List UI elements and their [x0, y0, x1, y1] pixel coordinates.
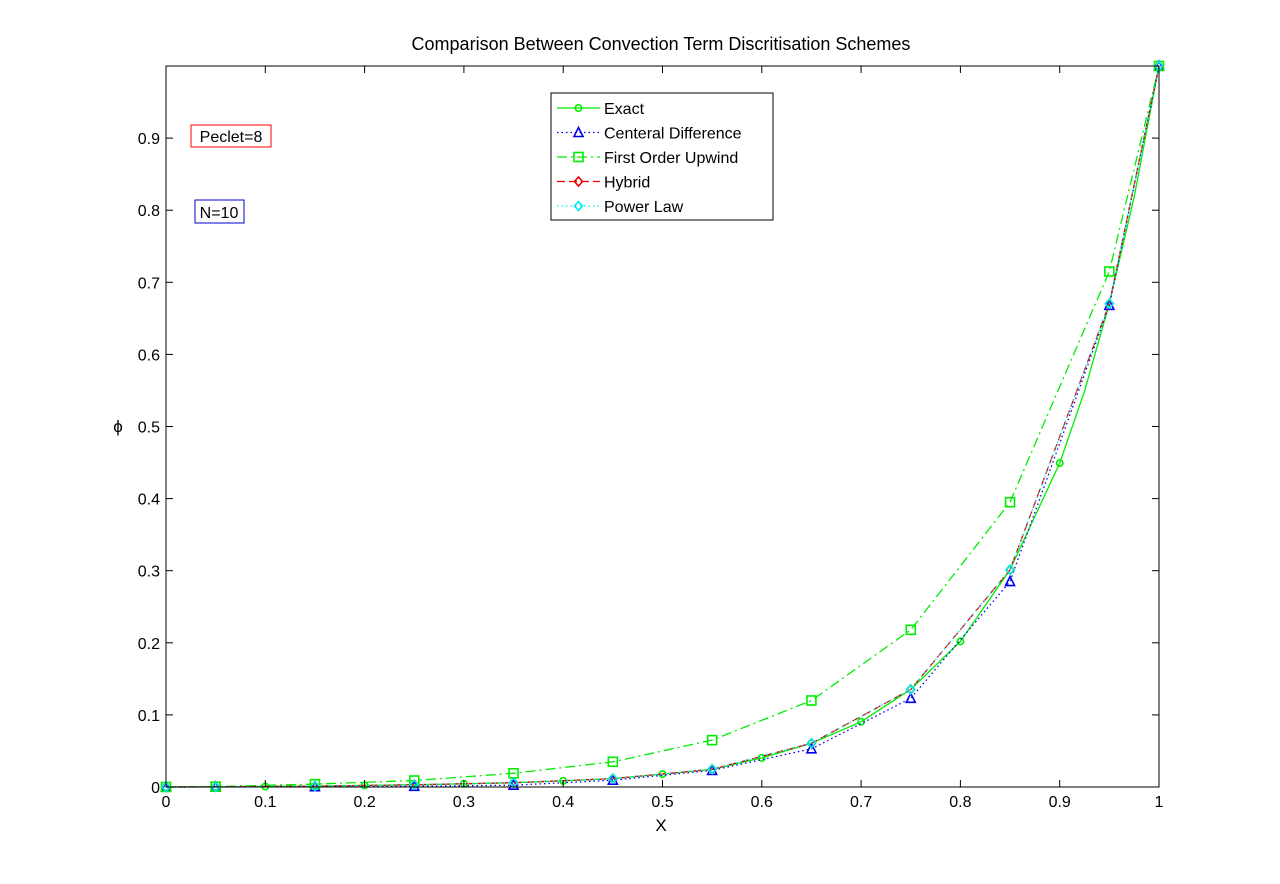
x-tick-label: 0.7 [850, 794, 872, 811]
legend-label-hybrid: Hybrid [604, 175, 650, 192]
series-line-hybrid [165, 65, 1160, 788]
data-point-centeral-difference [904, 691, 917, 704]
y-tick-label: 0.9 [138, 131, 160, 148]
data-point-power-law [707, 763, 718, 775]
x-axis-label: X [655, 816, 666, 835]
data-point-power-law [1104, 298, 1115, 310]
y-tick-label: 0.3 [138, 564, 160, 581]
data-point-power-law [309, 780, 321, 792]
y-tick-label: 0.8 [138, 203, 160, 220]
x-tick-label: 0.2 [353, 794, 375, 811]
y-axis-ticks: 0 0.1 0.2 0.3 0.4 0.5 0.6 0.7 0.8 0.9 [138, 131, 1159, 797]
data-point-power-law [905, 683, 916, 696]
legend-label-exact: Exact [604, 101, 645, 118]
annotation-n-text: N=10 [200, 205, 239, 222]
y-tick-label: 0.5 [138, 420, 160, 437]
annotation-n: N=10 [194, 199, 245, 224]
legend-label-centeral-difference: Centeral Difference [604, 126, 742, 143]
legend-marker-hybrid [573, 175, 584, 188]
y-tick-label: 0.1 [138, 708, 160, 725]
data-point-power-law [607, 772, 618, 785]
y-tick-label: 0.7 [138, 275, 160, 292]
x-tick-label: 0.9 [1049, 794, 1071, 811]
x-tick-label: 0.6 [751, 794, 773, 811]
legend-marker-first-order-upwind [573, 151, 584, 163]
legend: Exact Centeral Difference First Order Upwi… [550, 92, 774, 221]
data-point-power-law [409, 779, 420, 791]
data-point-power-law [806, 737, 817, 750]
data-point-power-law [160, 781, 172, 793]
data-point-exact [956, 637, 965, 646]
y-tick-label: 0 [151, 780, 160, 797]
x-tick-label: 0 [162, 794, 171, 811]
x-axis-ticks: 0 0.1 0.2 0.3 0.4 0.5 0.6 0.7 0.8 0.9 1 [162, 66, 1164, 811]
y-tick-label: 0.6 [138, 347, 160, 364]
chart-title: Comparison Between Convection Term Discr… [412, 34, 911, 54]
plot-area [160, 59, 1165, 793]
series-power-law [160, 60, 1165, 793]
data-point-exact [757, 753, 766, 762]
series-line-first-order-upwind [165, 65, 1160, 788]
data-point-power-law [1004, 564, 1016, 576]
y-tick-label: 0.2 [138, 636, 160, 653]
data-point-power-law [210, 781, 221, 793]
annotation-n-box [194, 199, 245, 224]
x-tick-label: 0.1 [254, 794, 276, 811]
data-point-first-order-upwind [309, 778, 321, 790]
y-axis-label: ϕ [113, 417, 123, 436]
data-point-first-order-upwind [1004, 496, 1016, 508]
data-point-first-order-upwind [706, 734, 718, 746]
annotation-peclet-box [190, 124, 272, 148]
annotation-peclet: Peclet=8 [190, 124, 272, 148]
legend-label-first-order-upwind: First Order Upwind [604, 150, 738, 167]
data-point-centeral-difference [805, 741, 818, 754]
x-tick-label: 0.4 [552, 794, 574, 811]
data-point-centeral-difference [1004, 574, 1016, 587]
legend-marker-power-law [573, 200, 584, 212]
y-tick-label: 0.4 [138, 492, 160, 509]
data-point-exact [1055, 459, 1064, 468]
x-tick-label: 0.8 [949, 794, 971, 811]
legend-box [550, 92, 774, 221]
legend-marker-centeral-difference [572, 125, 585, 138]
data-point-first-order-upwind [806, 695, 817, 706]
legend-label-power-law: Power Law [604, 199, 684, 216]
x-tick-label: 1 [1155, 794, 1164, 811]
legend-marker-exact [574, 104, 583, 113]
x-tick-label: 0.3 [453, 794, 475, 811]
data-point-first-order-upwind [607, 756, 619, 768]
x-tick-label: 0.5 [651, 794, 673, 811]
data-point-first-order-upwind [1104, 266, 1115, 277]
annotation-peclet-text: Peclet=8 [200, 129, 263, 146]
data-point-first-order-upwind [905, 624, 917, 636]
